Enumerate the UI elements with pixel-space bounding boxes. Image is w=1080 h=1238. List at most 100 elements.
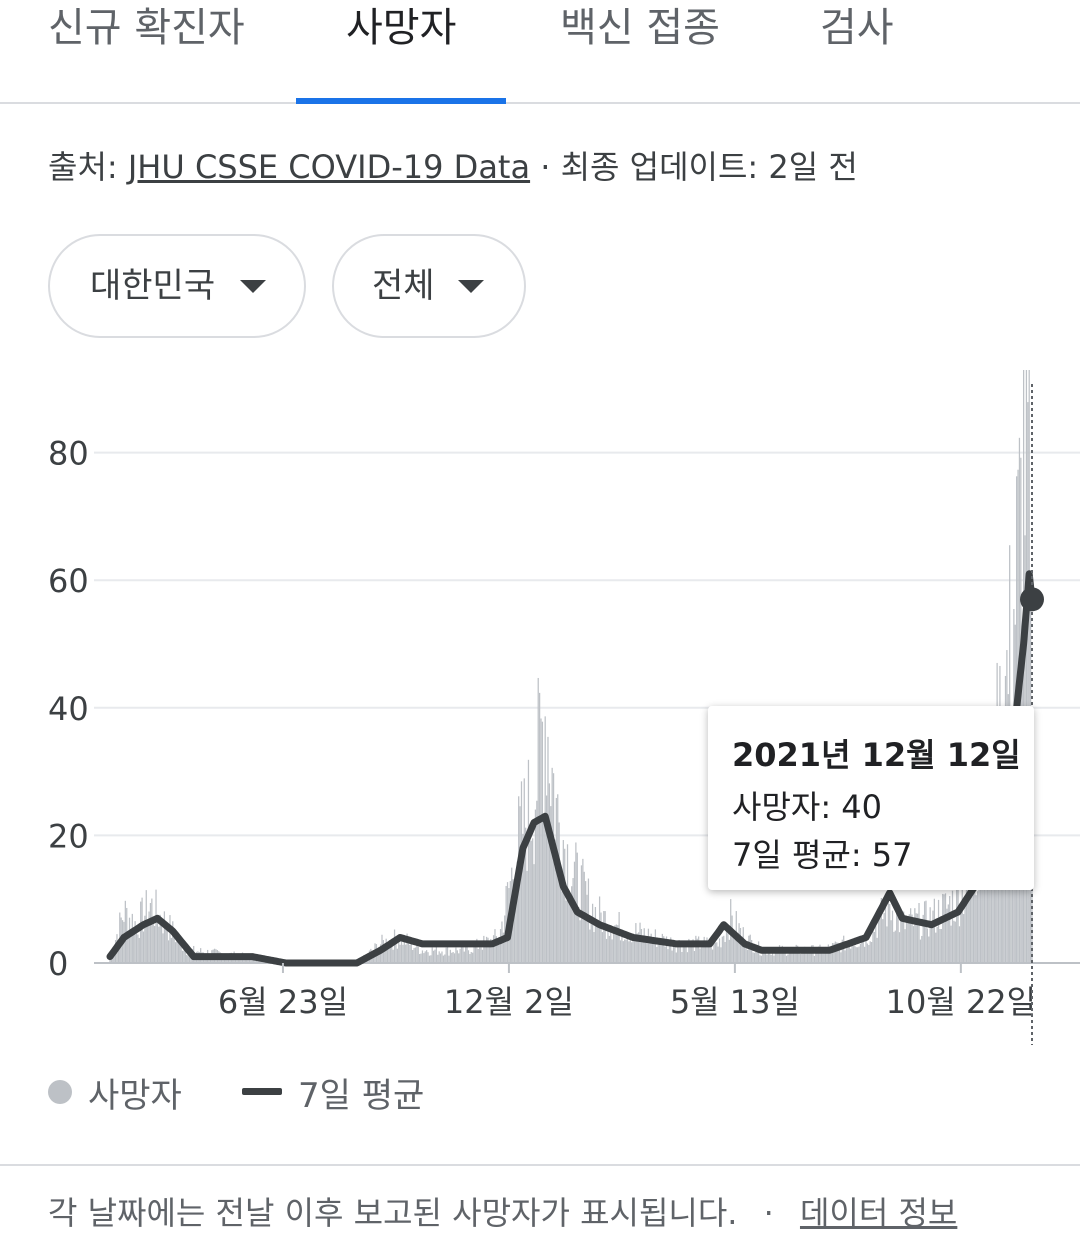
daily-death-bar bbox=[764, 948, 767, 963]
daily-death-bar bbox=[658, 940, 661, 963]
daily-death-bar bbox=[626, 934, 629, 963]
daily-death-bar bbox=[124, 900, 126, 963]
daily-death-bar bbox=[420, 953, 422, 963]
daily-death-bar bbox=[561, 891, 563, 963]
daily-death-bar bbox=[776, 947, 778, 963]
data-info-link[interactable]: 데이터 정보 bbox=[799, 1194, 958, 1232]
daily-death-bar bbox=[453, 953, 456, 963]
tab-new-cases[interactable]: 신규 확진자 bbox=[48, 0, 258, 102]
daily-death-bar bbox=[744, 946, 746, 963]
daily-death-bar bbox=[491, 947, 493, 963]
tab-deaths[interactable]: 사망자 bbox=[296, 0, 506, 104]
daily-death-bar bbox=[698, 936, 700, 963]
daily-death-bar bbox=[833, 943, 835, 963]
daily-death-bar bbox=[402, 944, 404, 963]
daily-death-bar bbox=[665, 936, 668, 963]
daily-death-bar bbox=[639, 922, 641, 963]
daily-death-bar bbox=[173, 934, 175, 963]
daily-death-bar bbox=[133, 934, 135, 963]
daily-death-bar bbox=[470, 951, 472, 963]
daily-death-bar bbox=[903, 911, 905, 963]
daily-death-bar bbox=[413, 947, 415, 963]
daily-death-bar bbox=[467, 950, 470, 963]
daily-death-bar bbox=[631, 942, 633, 963]
legend-deaths-label: 사망자 bbox=[88, 1076, 182, 1116]
source-link[interactable]: JHU CSSE COVID-19 Data bbox=[127, 148, 531, 186]
daily-death-bar bbox=[979, 851, 982, 963]
daily-death-bar bbox=[601, 932, 604, 963]
daily-death-bar bbox=[463, 951, 465, 963]
y-tick-label: 0 bbox=[48, 945, 68, 983]
daily-death-bar bbox=[547, 736, 549, 963]
daily-death-bar bbox=[449, 949, 451, 963]
tab-bar: 신규 확진자 사망자 백신 접종 검사 bbox=[0, 0, 1080, 104]
daily-death-bar bbox=[720, 947, 722, 963]
daily-death-bar bbox=[578, 907, 580, 963]
daily-death-bar bbox=[792, 949, 795, 963]
region-dropdown[interactable]: 대한민국 bbox=[48, 234, 306, 338]
daily-death-bar bbox=[128, 917, 131, 963]
daily-death-bar bbox=[847, 943, 849, 963]
daily-death-bar bbox=[392, 949, 394, 963]
tab-vaccinations[interactable]: 백신 접종 bbox=[560, 0, 760, 102]
daily-death-bar bbox=[564, 848, 566, 963]
daily-death-bar bbox=[403, 934, 405, 963]
tab-tests[interactable]: 검사 bbox=[820, 0, 920, 102]
daily-death-bar bbox=[586, 894, 588, 963]
daily-death-bar bbox=[802, 952, 804, 963]
daily-death-bar bbox=[667, 949, 669, 963]
daily-death-bar bbox=[591, 903, 594, 963]
daily-death-bar bbox=[914, 908, 916, 963]
daily-death-bar bbox=[163, 911, 166, 963]
daily-death-bar bbox=[430, 955, 432, 963]
daily-death-bar bbox=[127, 934, 129, 963]
tab-label: 검사 bbox=[820, 5, 894, 51]
daily-death-bar bbox=[452, 952, 454, 963]
daily-death-bar bbox=[875, 923, 877, 963]
daily-death-bar bbox=[922, 914, 924, 963]
daily-death-bar bbox=[498, 941, 500, 963]
daily-death-bar bbox=[386, 947, 389, 963]
daily-death-bar bbox=[555, 797, 557, 963]
daily-death-bar bbox=[434, 949, 436, 963]
daily-death-bar bbox=[525, 827, 527, 963]
daily-death-bar bbox=[130, 929, 132, 963]
daily-death-bar bbox=[654, 929, 657, 963]
daily-death-bar bbox=[605, 938, 608, 963]
daily-death-bar bbox=[572, 878, 574, 963]
daily-death-bar bbox=[707, 945, 710, 963]
y-tick-label: 80 bbox=[48, 435, 89, 473]
daily-death-bar bbox=[527, 759, 530, 963]
daily-death-bar bbox=[439, 953, 442, 963]
daily-death-bar bbox=[785, 955, 788, 963]
daily-death-bar bbox=[551, 767, 553, 963]
daily-death-bar bbox=[462, 945, 464, 963]
daily-death-bar bbox=[887, 886, 889, 963]
daily-death-bar bbox=[950, 925, 952, 963]
daily-death-bar bbox=[915, 913, 917, 963]
daily-death-bar bbox=[617, 925, 619, 963]
daily-death-bar bbox=[787, 954, 789, 963]
daily-death-bar bbox=[505, 885, 507, 963]
daily-death-bar bbox=[704, 940, 707, 963]
daily-death-bar bbox=[414, 947, 417, 963]
daily-death-bar bbox=[777, 948, 779, 963]
daily-death-bar bbox=[863, 946, 866, 963]
daily-death-bar bbox=[771, 950, 774, 963]
chart-tooltip: 2021년 12월 12일 사망자: 40 7일 평균: 57 bbox=[708, 706, 1034, 890]
daily-death-bar bbox=[629, 935, 631, 963]
daily-death-bar bbox=[1025, 370, 1028, 963]
daily-death-bar bbox=[954, 921, 956, 963]
daily-death-bar bbox=[138, 937, 140, 963]
daily-death-bar bbox=[536, 800, 538, 963]
y-tick-label: 60 bbox=[48, 562, 89, 600]
daily-death-bar bbox=[240, 958, 242, 963]
daily-death-bar bbox=[841, 939, 843, 963]
daily-death-bar bbox=[156, 915, 159, 963]
daily-death-bar bbox=[823, 951, 825, 963]
daily-death-bar bbox=[972, 882, 975, 963]
daily-death-bar bbox=[670, 937, 672, 963]
daily-death-bar bbox=[837, 942, 839, 963]
daily-death-bar bbox=[891, 910, 894, 963]
scope-dropdown[interactable]: 전체 bbox=[332, 234, 526, 338]
